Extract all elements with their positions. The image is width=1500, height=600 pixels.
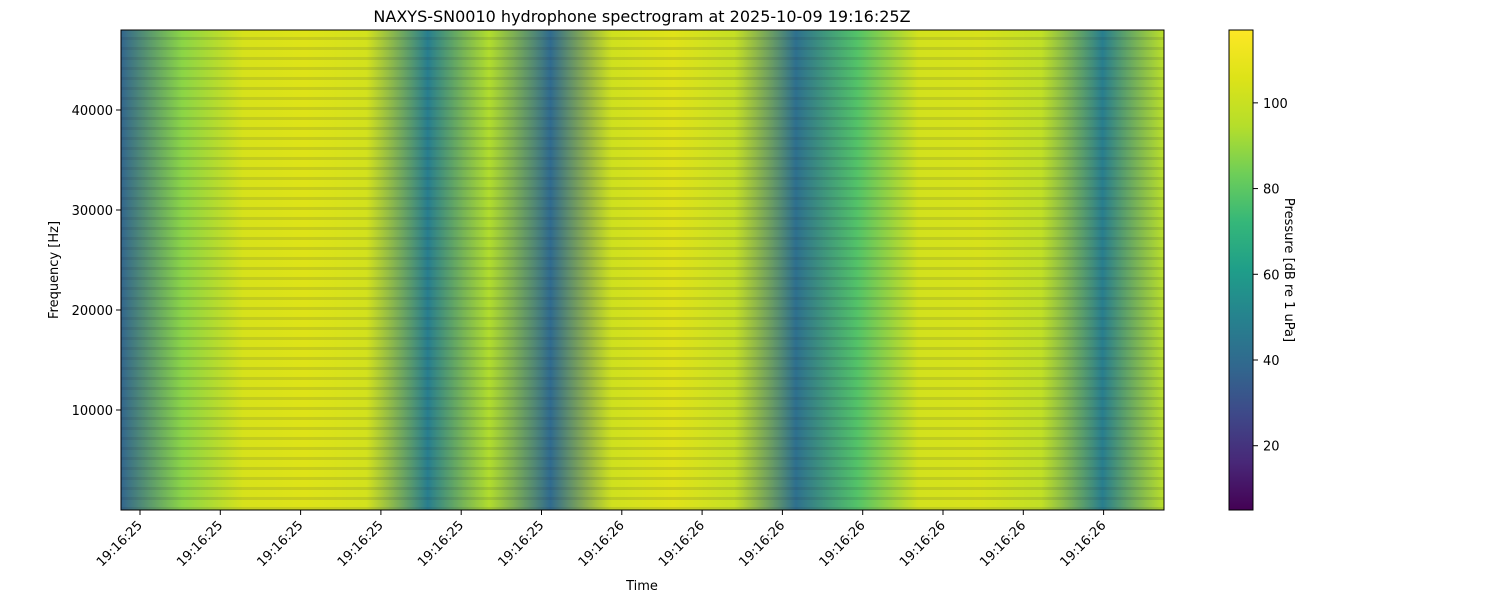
colorbar-tick-label: 60 [1263,268,1280,283]
x-tick-label: 19:16:26 [817,518,869,570]
y-tick-label: 20000 [72,304,113,319]
x-tick-label: 19:16:25 [415,518,467,570]
x-tick-label: 19:16:26 [897,518,949,570]
y-tick-label: 10000 [72,404,113,419]
colorbar: 20 40 60 80 100 Pressure [dB re 1 uPa] [1228,29,1296,511]
y-axis-label: Frequency [Hz] [47,221,62,319]
x-tick-label: 19:16:25 [255,518,307,570]
x-tick-label: 19:16:26 [736,518,788,570]
colorbar-gradient [1228,29,1254,511]
colorbar-tick-label: 40 [1263,354,1280,369]
chart-title: NAXYS-SN0010 hydrophone spectrogram at 2… [373,7,910,26]
x-tick-label: 19:16:25 [94,518,146,570]
y-tick-label: 30000 [72,204,113,219]
y-axis: 10000 20000 30000 40000 [72,104,121,419]
frequency-ripple-overlay [121,30,1164,510]
x-tick-label: 19:16:25 [335,518,387,570]
x-tick-label: 19:16:25 [495,518,547,570]
colorbar-tick-label: 80 [1263,183,1280,198]
x-tick-label: 19:16:26 [576,518,628,570]
colorbar-ticks: 20 40 60 80 100 [1253,97,1288,455]
plot-area [120,29,1165,511]
colorbar-label: Pressure [dB re 1 uPa] [1281,198,1296,342]
plot-frame [120,29,1165,511]
x-tick-label: 19:16:26 [656,518,708,570]
x-axis-label: Time [625,579,658,594]
y-tick-label: 40000 [72,104,113,119]
colorbar-tick-label: 20 [1263,440,1280,455]
x-axis: 19:16:25 19:16:25 19:16:25 19:16:25 19:16:25… [94,510,1109,570]
x-tick-label: 19:16:25 [174,518,226,570]
colorbar-tick-label: 100 [1263,97,1288,112]
x-tick-label: 19:16:26 [1058,518,1110,570]
x-tick-label: 19:16:26 [977,518,1029,570]
